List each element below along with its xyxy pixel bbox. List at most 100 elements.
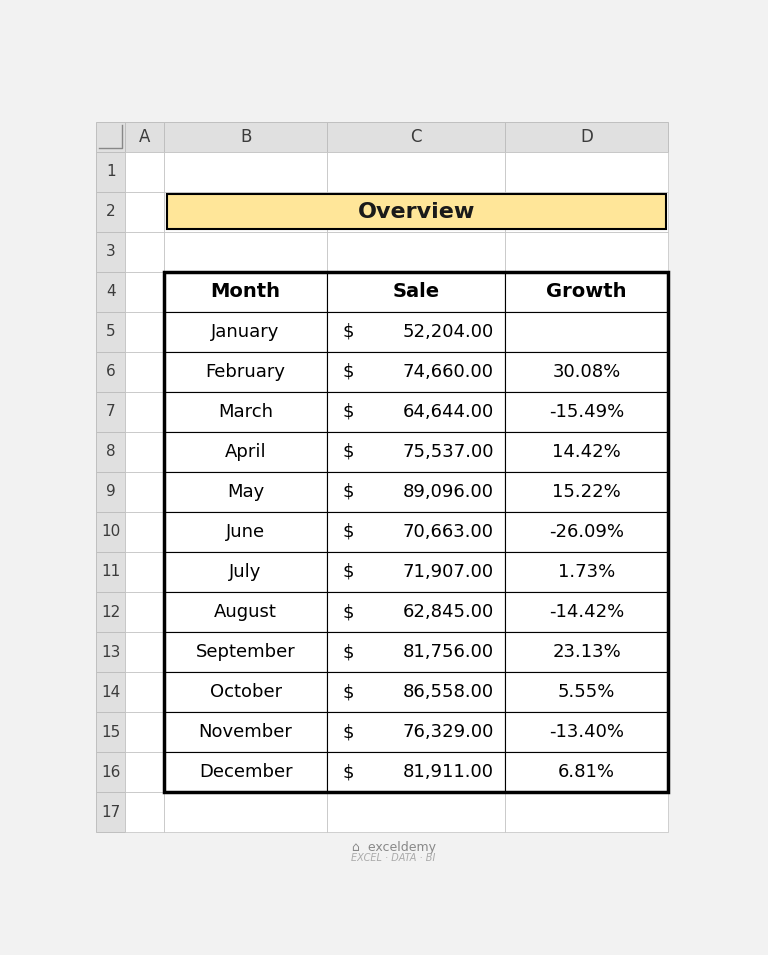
Text: 81,911.00: 81,911.00 xyxy=(402,763,494,781)
Bar xyxy=(125,311,164,351)
Bar xyxy=(164,552,327,592)
Text: $: $ xyxy=(343,683,354,701)
Bar xyxy=(327,753,505,793)
Text: January: January xyxy=(211,323,280,341)
Bar xyxy=(505,592,668,632)
Text: 13: 13 xyxy=(101,645,121,660)
Bar xyxy=(164,392,327,432)
Bar xyxy=(125,152,164,192)
Bar xyxy=(164,632,327,672)
Bar xyxy=(125,392,164,432)
Bar xyxy=(125,122,164,152)
Bar xyxy=(505,351,668,392)
Bar xyxy=(327,512,505,552)
Text: 2: 2 xyxy=(106,204,115,219)
Text: ⌂  exceldemy: ⌂ exceldemy xyxy=(352,841,435,854)
Bar xyxy=(164,351,327,392)
Bar xyxy=(505,712,668,753)
Bar xyxy=(327,632,505,672)
Bar xyxy=(505,392,668,432)
Bar xyxy=(327,512,505,552)
Text: 76,329.00: 76,329.00 xyxy=(402,723,494,741)
Bar xyxy=(327,232,505,271)
Bar xyxy=(96,232,125,271)
Text: 30.08%: 30.08% xyxy=(552,363,621,381)
Bar xyxy=(505,271,668,311)
Bar xyxy=(164,232,327,271)
Bar xyxy=(164,512,327,552)
Bar xyxy=(327,712,505,753)
Text: -15.49%: -15.49% xyxy=(549,403,624,421)
Bar xyxy=(505,712,668,753)
Bar xyxy=(125,192,164,232)
Bar xyxy=(327,432,505,472)
Text: C: C xyxy=(410,128,422,146)
Text: 74,660.00: 74,660.00 xyxy=(402,363,494,381)
Bar xyxy=(327,672,505,712)
Bar xyxy=(327,552,505,592)
Bar xyxy=(96,192,125,232)
Bar xyxy=(505,192,668,232)
Text: October: October xyxy=(210,683,282,701)
Bar xyxy=(327,152,505,192)
Bar xyxy=(164,192,327,232)
Bar xyxy=(164,472,327,512)
Text: 5: 5 xyxy=(106,325,115,339)
Text: August: August xyxy=(214,603,277,621)
Text: $: $ xyxy=(343,483,354,501)
Bar xyxy=(125,753,164,793)
Bar xyxy=(327,472,505,512)
Bar xyxy=(125,351,164,392)
Bar xyxy=(125,712,164,753)
Text: Month: Month xyxy=(210,282,280,301)
Text: D: D xyxy=(580,128,593,146)
Bar xyxy=(167,194,666,229)
Bar xyxy=(327,271,505,311)
Bar xyxy=(505,152,668,192)
Bar xyxy=(327,592,505,632)
Text: -13.40%: -13.40% xyxy=(549,723,624,741)
Text: $: $ xyxy=(343,323,354,341)
Bar xyxy=(327,271,505,311)
Text: 89,096.00: 89,096.00 xyxy=(402,483,494,501)
Bar xyxy=(96,793,125,832)
Text: $: $ xyxy=(343,763,354,781)
Text: March: March xyxy=(218,403,273,421)
Bar xyxy=(96,311,125,351)
Text: 1.73%: 1.73% xyxy=(558,563,615,581)
Bar xyxy=(505,632,668,672)
Text: February: February xyxy=(206,363,286,381)
Text: $: $ xyxy=(343,523,354,541)
Bar xyxy=(96,753,125,793)
Bar xyxy=(164,351,327,392)
Bar xyxy=(164,592,327,632)
Bar xyxy=(327,793,505,832)
Text: B: B xyxy=(240,128,251,146)
Bar xyxy=(505,552,668,592)
Bar xyxy=(505,512,668,552)
Text: -26.09%: -26.09% xyxy=(549,523,624,541)
Text: $: $ xyxy=(343,603,354,621)
Text: 16: 16 xyxy=(101,765,121,779)
Text: 23.13%: 23.13% xyxy=(552,643,621,661)
Text: June: June xyxy=(226,523,265,541)
Text: 71,907.00: 71,907.00 xyxy=(402,563,494,581)
Bar xyxy=(164,122,327,152)
Bar xyxy=(327,712,505,753)
Text: 6.81%: 6.81% xyxy=(558,763,615,781)
Bar xyxy=(505,512,668,552)
Bar xyxy=(164,632,327,672)
Bar xyxy=(164,753,327,793)
Bar xyxy=(505,793,668,832)
Bar xyxy=(96,432,125,472)
Text: 11: 11 xyxy=(101,564,121,580)
Text: EXCEL · DATA · BI: EXCEL · DATA · BI xyxy=(352,854,435,863)
Text: 70,663.00: 70,663.00 xyxy=(402,523,494,541)
Bar xyxy=(505,753,668,793)
Bar xyxy=(96,552,125,592)
Text: 4: 4 xyxy=(106,285,115,299)
Text: April: April xyxy=(225,443,266,461)
Text: May: May xyxy=(227,483,264,501)
Text: 86,558.00: 86,558.00 xyxy=(402,683,494,701)
Bar xyxy=(505,351,668,392)
